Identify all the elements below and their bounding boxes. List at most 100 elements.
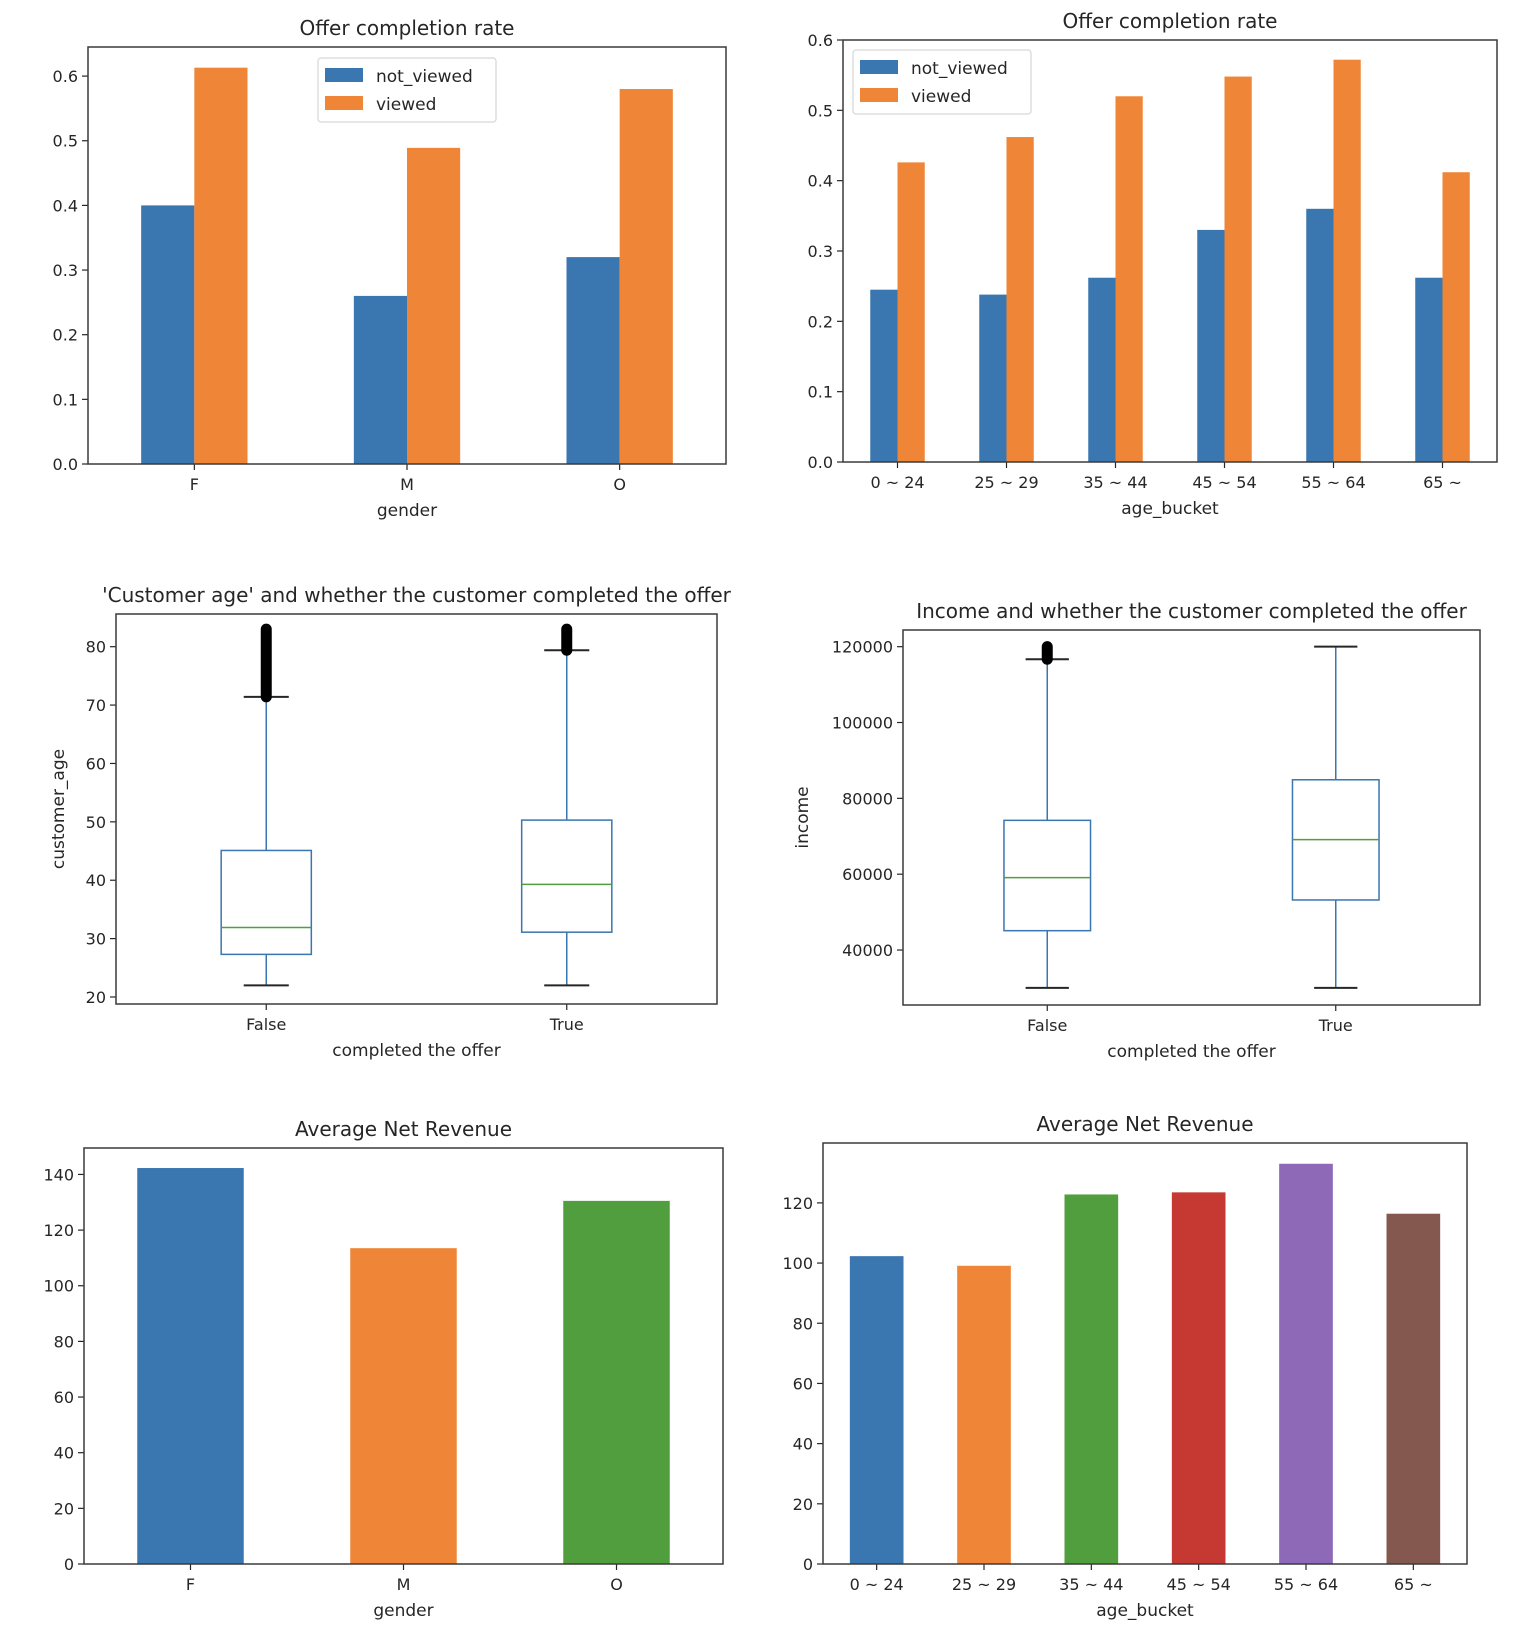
box-false bbox=[1003, 641, 1092, 989]
legend-swatch bbox=[860, 88, 898, 102]
y-tick-label: 0.1 bbox=[53, 390, 78, 409]
y-tick-label: 80 bbox=[86, 638, 106, 657]
bar-viewed bbox=[1115, 96, 1143, 463]
x-tick-label: 35 ~ 44 bbox=[1083, 473, 1147, 492]
legend-label: viewed bbox=[911, 87, 971, 107]
x-tick-label: F bbox=[190, 475, 199, 494]
bar-viewed bbox=[407, 147, 461, 464]
chart-title: Average Net Revenue bbox=[1036, 1112, 1253, 1136]
y-tick-label: 60000 bbox=[842, 865, 893, 884]
y-axis-label: income bbox=[793, 786, 813, 848]
bar-viewed bbox=[1224, 76, 1252, 462]
x-axis-label: completed the offer bbox=[332, 1041, 500, 1061]
bar-viewed bbox=[1006, 137, 1034, 462]
x-tick-label: O bbox=[610, 1575, 623, 1594]
x-tick-label: True bbox=[549, 1015, 584, 1034]
x-tick-label: 35 ~ 44 bbox=[1059, 1575, 1123, 1594]
axes-frame bbox=[115, 613, 718, 1005]
box-true bbox=[1291, 645, 1380, 989]
chart-income-vs-completed: Income and whether the customer complete… bbox=[793, 599, 1481, 1062]
y-tick-label: 60 bbox=[54, 1388, 74, 1407]
y-tick-label: 0.4 bbox=[808, 172, 833, 191]
bar-not_viewed bbox=[1088, 277, 1116, 462]
bar-O bbox=[563, 1200, 670, 1564]
x-tick-label: 55 ~ 64 bbox=[1274, 1575, 1338, 1594]
x-tick-label: M bbox=[397, 1575, 411, 1594]
x-tick-label: F bbox=[186, 1575, 195, 1594]
y-tick-label: 140 bbox=[43, 1165, 74, 1184]
bar-55~64 bbox=[1279, 1163, 1333, 1564]
axes-frame bbox=[83, 1147, 724, 1565]
y-tick-label: 0 bbox=[64, 1555, 74, 1574]
y-tick-label: 0.1 bbox=[808, 383, 833, 402]
legend-swatch bbox=[325, 68, 363, 82]
x-tick-label: 65 ~ bbox=[1394, 1575, 1433, 1594]
legend-label: not_viewed bbox=[376, 67, 473, 87]
bar-45~54 bbox=[1171, 1192, 1226, 1564]
y-tick-label: 0.6 bbox=[53, 67, 78, 86]
y-tick-label: 120000 bbox=[832, 638, 893, 657]
legend-swatch bbox=[325, 96, 363, 110]
box-false bbox=[220, 623, 313, 987]
bar-not_viewed bbox=[1197, 229, 1225, 462]
y-tick-label: 40 bbox=[793, 1435, 813, 1454]
x-tick-label: False bbox=[1027, 1016, 1067, 1035]
y-tick-label: 0.0 bbox=[53, 455, 78, 474]
x-axis-label: age_bucket bbox=[1121, 499, 1219, 519]
bar-viewed bbox=[1333, 59, 1361, 463]
y-tick-label: 40 bbox=[54, 1444, 74, 1463]
y-tick-label: 120 bbox=[43, 1221, 74, 1240]
axes-frame bbox=[842, 39, 1498, 463]
bar-M bbox=[350, 1248, 457, 1564]
box-true bbox=[520, 623, 613, 987]
bar-35~44 bbox=[1064, 1194, 1119, 1564]
legend-swatch bbox=[860, 60, 898, 74]
y-tick-label: 50 bbox=[86, 813, 106, 832]
y-tick-label: 40 bbox=[86, 871, 106, 890]
x-tick-label: 25 ~ 29 bbox=[974, 473, 1038, 492]
bar-not_viewed bbox=[353, 295, 407, 464]
bar-25~29 bbox=[957, 1265, 1011, 1564]
chart-completion-by-gender: Offer completion rate 0.0 0.1 0.2 0.3 0.4 0.5 0… bbox=[53, 16, 727, 521]
bar-viewed bbox=[194, 67, 248, 465]
chart-title: 'Customer age' and whether the customer … bbox=[102, 583, 732, 607]
chart-completion-by-age: Offer completion rate 0.0 0.1 0.2 0.3 0.4 0.5 0… bbox=[808, 9, 1498, 519]
bar-viewed bbox=[1442, 172, 1470, 462]
y-tick-label: 100000 bbox=[832, 714, 893, 733]
y-tick-label: 60 bbox=[86, 754, 106, 773]
x-tick-label: O bbox=[613, 475, 626, 494]
y-tick-label: 20 bbox=[86, 988, 106, 1007]
y-tick-label: 70 bbox=[86, 696, 106, 715]
x-tick-label: 0 ~ 24 bbox=[850, 1575, 904, 1594]
x-tick-label: 65 ~ bbox=[1423, 473, 1462, 492]
y-tick-label: 0.4 bbox=[53, 196, 78, 215]
y-tick-label: 0.5 bbox=[53, 132, 78, 151]
y-tick-label: 0.6 bbox=[808, 31, 833, 50]
y-tick-label: 0.2 bbox=[808, 312, 833, 331]
chart-revenue-by-age: Average Net Revenue 0 20 40 60 80 100 120 0 ~ 24… bbox=[782, 1112, 1468, 1621]
bar-not_viewed bbox=[1415, 277, 1443, 462]
x-tick-label: True bbox=[1318, 1016, 1353, 1035]
x-axis-label: completed the offer bbox=[1107, 1042, 1275, 1062]
x-tick-label: False bbox=[246, 1015, 286, 1034]
y-tick-label: 0.3 bbox=[808, 242, 833, 261]
bar-0~24 bbox=[849, 1256, 904, 1564]
bar-viewed bbox=[897, 162, 925, 462]
y-tick-label: 100 bbox=[43, 1277, 74, 1296]
legend-label: viewed bbox=[376, 95, 436, 115]
chart-age-vs-completed: 'Customer age' and whether the customer … bbox=[49, 583, 732, 1061]
iqr-box bbox=[1003, 819, 1092, 932]
x-tick-label: 0 ~ 24 bbox=[870, 473, 924, 492]
bar-not_viewed bbox=[1306, 208, 1334, 462]
x-axis-label: gender bbox=[373, 1601, 433, 1621]
x-tick-label: M bbox=[400, 475, 414, 494]
x-tick-label: 45 ~ 54 bbox=[1192, 473, 1256, 492]
y-tick-label: 0.2 bbox=[53, 326, 78, 345]
y-tick-label: 0 bbox=[803, 1555, 813, 1574]
bar-F bbox=[137, 1168, 244, 1564]
y-tick-label: 20 bbox=[54, 1499, 74, 1518]
y-tick-label: 40000 bbox=[842, 941, 893, 960]
y-tick-label: 20 bbox=[793, 1495, 813, 1514]
